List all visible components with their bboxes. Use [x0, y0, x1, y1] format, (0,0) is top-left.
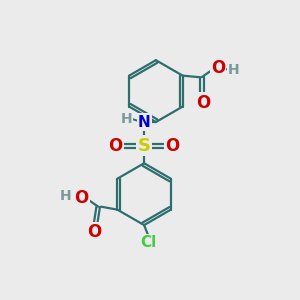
Text: S: S	[138, 136, 151, 154]
Text: O: O	[87, 223, 101, 241]
Text: O: O	[108, 136, 123, 154]
Text: O: O	[211, 59, 225, 77]
Text: O: O	[196, 94, 210, 112]
Text: O: O	[166, 136, 180, 154]
Text: Cl: Cl	[140, 235, 157, 250]
Text: H: H	[121, 112, 132, 126]
Text: H: H	[60, 189, 72, 203]
Text: O: O	[74, 189, 88, 207]
Text: N: N	[138, 115, 151, 130]
Text: H: H	[228, 63, 239, 77]
